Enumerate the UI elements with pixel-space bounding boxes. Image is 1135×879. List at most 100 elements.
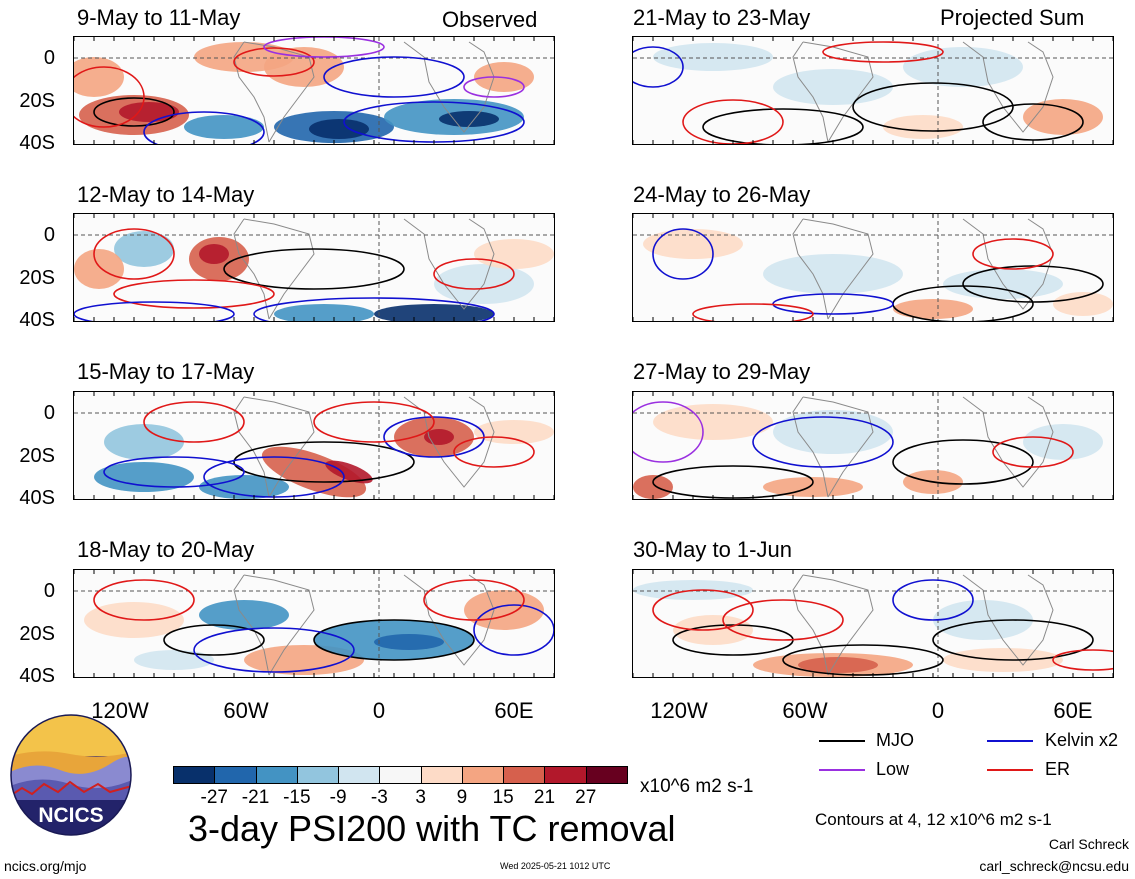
y-tick: 0: [43, 580, 55, 602]
x-tick: 60W: [223, 698, 269, 723]
map-canvas: [74, 214, 554, 321]
coastline: [243, 41, 315, 143]
panel-title-8: 30-May to 1-Jun: [633, 537, 792, 562]
contour-er: [233, 47, 315, 77]
colorbar-swatch: [338, 766, 381, 784]
anomaly-shading: [184, 115, 264, 139]
legend-line-mjo: [819, 740, 865, 742]
coastline: [792, 396, 829, 498]
x-tick: 120W: [650, 698, 708, 723]
anomaly-shading: [325, 460, 373, 484]
colorbar-swatch: [420, 766, 463, 784]
contour-kelvin: [473, 604, 554, 656]
contour-kelvin: [74, 301, 235, 321]
coastline: [792, 218, 829, 320]
panel-title-5: 15-May to 17-May: [77, 359, 255, 384]
colorbar-swatch: [461, 766, 505, 784]
coastline: [233, 396, 270, 498]
coastline: [962, 218, 1054, 310]
anomaly-shading: [274, 304, 374, 321]
main-title: 3-day PSI200 with TC removal: [188, 808, 676, 849]
anomaly-shading: [199, 244, 229, 264]
legend-label-mjo: MJO: [876, 730, 914, 750]
colorbar-tick-label: 9: [456, 787, 468, 808]
anomaly-shading: [633, 475, 673, 499]
anomaly-shading: [1053, 292, 1113, 316]
anomaly-shading: [1023, 99, 1103, 135]
y-tick: 40S: [19, 309, 55, 331]
anomaly-shading: [74, 57, 124, 97]
anomaly-shading: [439, 111, 499, 127]
contour-kelvin: [752, 416, 894, 468]
map-panel-2: [632, 36, 1114, 145]
anomaly-shading: [798, 657, 878, 673]
contour-er: [93, 228, 175, 280]
contour-er: [972, 238, 1054, 270]
contour-kelvin: [652, 228, 714, 280]
panel-title-1: 9-May to 11-May: [77, 5, 241, 30]
anomaly-shading: [773, 69, 893, 105]
colorbar-units: x10^6 m2 s-1: [640, 776, 754, 797]
colorbar-tick-label: -3: [370, 787, 388, 808]
x-tick: 60E: [494, 698, 534, 723]
x-tick: 60W: [782, 698, 828, 723]
colorbar-tick-label: -15: [283, 787, 311, 808]
contour-mjo: [932, 619, 1094, 661]
legend-label-kelvin: Kelvin x2: [1045, 730, 1119, 750]
contour-er: [113, 279, 275, 309]
contour-er: [93, 579, 195, 621]
coastline: [403, 574, 495, 666]
colorbar-labels: -27 -21 -15 -9 -3 3 9 15 21 27: [173, 788, 627, 808]
coastline: [243, 396, 315, 498]
colorbar-swatch: [503, 766, 546, 784]
coastline: [243, 574, 315, 676]
colorbar-swatch: [255, 766, 298, 784]
map-panel-4: [632, 213, 1114, 322]
anomaly-shading: [74, 249, 124, 289]
coastline: [962, 396, 1054, 488]
email: carl_schreck@ncsu.edu: [979, 858, 1129, 874]
contour-mjo: [223, 248, 405, 290]
legend-label-er: ER: [1045, 759, 1071, 779]
timestamp: Wed 2025-05-21 1012 UTC: [500, 861, 611, 871]
coastline: [403, 218, 495, 310]
legend-line-low: [819, 769, 865, 771]
x-tick: 60E: [1053, 698, 1093, 723]
contour-mjo: [782, 644, 944, 676]
contour-er: [1052, 649, 1113, 671]
contour-kelvin: [892, 579, 974, 621]
colorbar-tick-label: -21: [241, 787, 270, 808]
panel-label-projected: Projected Sum: [940, 5, 1085, 30]
contour-er: [692, 303, 814, 321]
coastline: [243, 218, 315, 320]
coastline: [233, 574, 270, 676]
anomaly-shading: [474, 420, 554, 444]
coastline: [403, 396, 495, 488]
logo-text: NCICS: [38, 804, 103, 827]
colorbar-swatch: [214, 766, 257, 784]
y-tick: 20S: [19, 90, 55, 112]
map-canvas: [633, 570, 1113, 677]
panel-title-2: 21-May to 23-May: [633, 5, 811, 30]
y-tick: 20S: [19, 445, 55, 467]
contour-low: [633, 401, 704, 463]
map-canvas: [633, 392, 1113, 499]
ncics-logo: NCICS: [10, 714, 132, 836]
contour-er: [453, 436, 535, 468]
colorbar-swatch: [379, 766, 422, 784]
contour-mjo: [702, 108, 864, 144]
contour-kelvin: [323, 56, 465, 98]
contour-kelvin: [143, 111, 265, 144]
y-tick: 40S: [19, 665, 55, 687]
map-panel-1: [73, 36, 555, 145]
map-panel-5: [73, 391, 555, 500]
panel-title-3: 12-May to 14-May: [77, 182, 255, 207]
map-canvas: [633, 214, 1113, 321]
contour-mjo: [962, 265, 1104, 303]
site-link[interactable]: ncics.org/mjo: [4, 858, 87, 874]
anomaly-shading: [903, 47, 1023, 87]
contour-note: Contours at 4, 12 x10^6 m2 s-1: [815, 810, 1052, 829]
colorbar-swatch: [544, 766, 587, 784]
coastline: [233, 41, 270, 143]
colorbar-tick-label: 15: [492, 787, 514, 808]
